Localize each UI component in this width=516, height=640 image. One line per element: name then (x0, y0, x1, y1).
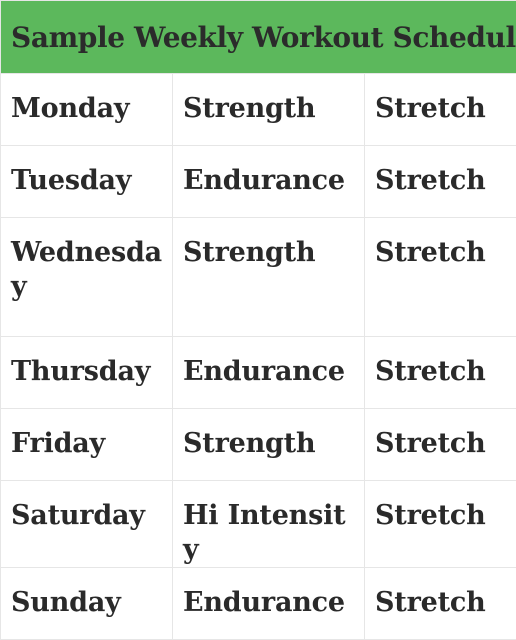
table-row: Monday Strength Stretch (1, 74, 516, 146)
extra-cell: Stretch (365, 337, 516, 409)
day-cell: Tuesday (1, 146, 173, 218)
extra-cell: Stretch (365, 146, 516, 218)
workout-cell: Strength (173, 74, 365, 146)
extra-cell: Stretch (365, 568, 516, 640)
workout-cell: Endurance (173, 146, 365, 218)
workout-cell: Strength (173, 409, 365, 481)
table-title: Sample Weekly Workout Schedule (1, 1, 516, 74)
extra-cell: Stretch (365, 74, 516, 146)
day-cell: Saturday (1, 481, 173, 568)
table-row: Tuesday Endurance Stretch (1, 146, 516, 218)
workout-cell: Endurance (173, 337, 365, 409)
table-row: Friday Strength Stretch (1, 409, 516, 481)
day-cell: Monday (1, 74, 173, 146)
day-cell: Sunday (1, 568, 173, 640)
extra-cell: Stretch (365, 481, 516, 568)
day-cell: Thursday (1, 337, 173, 409)
table-row: Wednesday Strength Stretch (1, 218, 516, 337)
table-row: Thursday Endurance Stretch (1, 337, 516, 409)
workout-cell: Hi Intensity (173, 481, 365, 568)
workout-cell: Strength (173, 218, 365, 337)
day-cell: Wednesday (1, 218, 173, 337)
extra-cell: Stretch (365, 409, 516, 481)
day-cell: Friday (1, 409, 173, 481)
table-row: Saturday Hi Intensity Stretch (1, 481, 516, 568)
table-row: Sunday Endurance Stretch (1, 568, 516, 640)
extra-cell: Stretch (365, 218, 516, 337)
workout-cell: Endurance (173, 568, 365, 640)
table-header-row: Sample Weekly Workout Schedule (1, 1, 516, 74)
